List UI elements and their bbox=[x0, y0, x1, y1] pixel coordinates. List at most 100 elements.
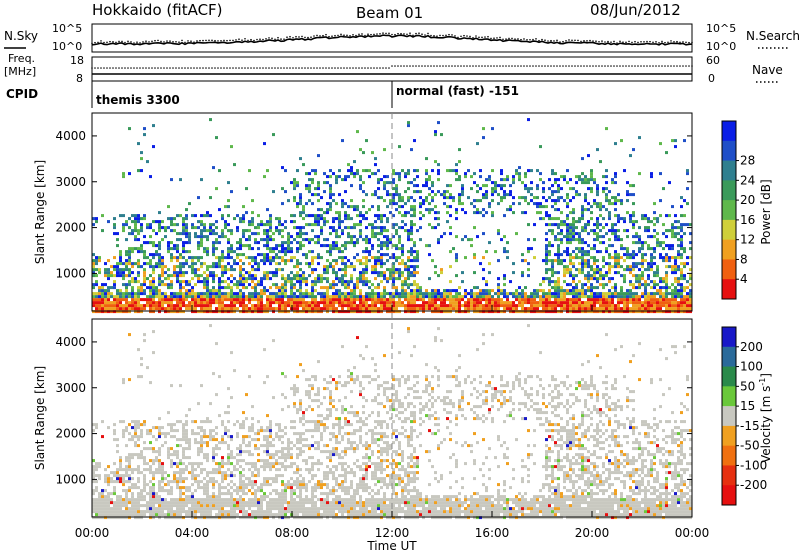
power-cell bbox=[557, 310, 560, 314]
power-cell bbox=[515, 307, 518, 311]
power-cell bbox=[251, 286, 254, 290]
power-cell bbox=[356, 286, 359, 290]
power-cell bbox=[167, 244, 170, 248]
power-cell bbox=[590, 187, 593, 191]
velocity-cell bbox=[149, 381, 152, 385]
power-cell bbox=[344, 190, 347, 194]
power-cell bbox=[512, 307, 515, 311]
power-cell bbox=[137, 289, 140, 293]
power-cell bbox=[233, 307, 236, 311]
power-cell bbox=[368, 286, 371, 290]
power-cell bbox=[206, 277, 209, 281]
power-cell bbox=[596, 277, 599, 281]
power-cell bbox=[287, 250, 290, 254]
power-cell bbox=[674, 292, 677, 296]
velocity-cell bbox=[125, 459, 128, 463]
power-cell bbox=[557, 208, 560, 212]
power-cell bbox=[311, 259, 314, 263]
power-cell bbox=[95, 295, 98, 299]
power-cell bbox=[590, 286, 593, 290]
power-cell bbox=[395, 301, 398, 305]
velocity-cell bbox=[125, 492, 128, 496]
velocity-cell bbox=[137, 498, 140, 502]
power-cell bbox=[566, 169, 569, 173]
power-cell bbox=[212, 289, 215, 293]
power-cell bbox=[623, 277, 626, 281]
power-cell bbox=[587, 274, 590, 278]
power-cell bbox=[554, 286, 557, 290]
power-cell bbox=[686, 256, 689, 260]
power-cell bbox=[392, 244, 395, 248]
power-cell bbox=[308, 304, 311, 308]
velocity-cell bbox=[161, 444, 164, 448]
velocity-cell bbox=[92, 516, 95, 520]
velocity-cell bbox=[158, 483, 161, 487]
power-cell bbox=[476, 208, 479, 212]
power-cell bbox=[275, 268, 278, 272]
power-cell bbox=[596, 226, 599, 230]
power-cell bbox=[128, 295, 131, 299]
power-cell bbox=[242, 205, 245, 209]
power-cell bbox=[347, 163, 350, 167]
power-cell bbox=[260, 259, 263, 263]
velocity-cell bbox=[98, 465, 101, 469]
velocity-cell bbox=[104, 507, 107, 511]
power-cell bbox=[128, 304, 131, 308]
power-cell bbox=[293, 181, 296, 185]
power-cell bbox=[428, 292, 431, 296]
velocity-cell bbox=[158, 426, 161, 430]
power-cell bbox=[182, 301, 185, 305]
power-cell bbox=[653, 292, 656, 296]
power-cell bbox=[335, 211, 338, 215]
power-cell bbox=[239, 217, 242, 221]
power-cell bbox=[446, 211, 449, 215]
power-cell bbox=[92, 265, 95, 269]
power-cell bbox=[395, 202, 398, 206]
power-cell bbox=[668, 310, 671, 314]
power-cell bbox=[374, 262, 377, 266]
power-cell bbox=[377, 271, 380, 275]
power-cell bbox=[236, 214, 239, 218]
power-cell bbox=[257, 253, 260, 257]
power-cell bbox=[191, 259, 194, 263]
power-cell bbox=[668, 247, 671, 251]
nsearch-tick-top: 10^5 bbox=[706, 22, 736, 35]
power-cell bbox=[245, 244, 248, 248]
power-cell bbox=[125, 301, 128, 305]
power-cell bbox=[575, 247, 578, 251]
power-cell bbox=[143, 280, 146, 284]
power-cell bbox=[317, 253, 320, 257]
velocity-cell bbox=[182, 471, 185, 475]
nsearch-point bbox=[529, 38, 531, 41]
power-cell bbox=[380, 310, 383, 314]
power-cell bbox=[428, 304, 431, 308]
power-cell bbox=[299, 277, 302, 281]
velocity-cell bbox=[116, 504, 119, 508]
power-cell bbox=[596, 265, 599, 269]
power-cell bbox=[593, 301, 596, 305]
power-cell bbox=[176, 298, 179, 302]
nave-point bbox=[277, 67, 279, 69]
velocity-cell bbox=[176, 483, 179, 487]
power-cell bbox=[92, 259, 95, 263]
power-cell bbox=[317, 256, 320, 260]
power-cell bbox=[434, 301, 437, 305]
nsearch-point bbox=[262, 38, 264, 41]
power-cell bbox=[290, 214, 293, 218]
velocity-cell bbox=[158, 417, 161, 421]
velocity-cell bbox=[125, 426, 128, 430]
power-cell bbox=[173, 274, 176, 278]
velocity-cell bbox=[92, 468, 95, 472]
nave-point bbox=[208, 67, 210, 69]
power-cell bbox=[458, 175, 461, 179]
power-cell bbox=[650, 286, 653, 290]
power-cell bbox=[431, 184, 434, 188]
power-cell bbox=[227, 295, 230, 299]
power-cell bbox=[284, 292, 287, 296]
power-cell bbox=[578, 217, 581, 221]
power-cell bbox=[140, 304, 143, 308]
power-cell bbox=[377, 196, 380, 200]
velocity-cell bbox=[173, 435, 176, 439]
power-cell bbox=[299, 241, 302, 245]
power-cell bbox=[611, 301, 614, 305]
